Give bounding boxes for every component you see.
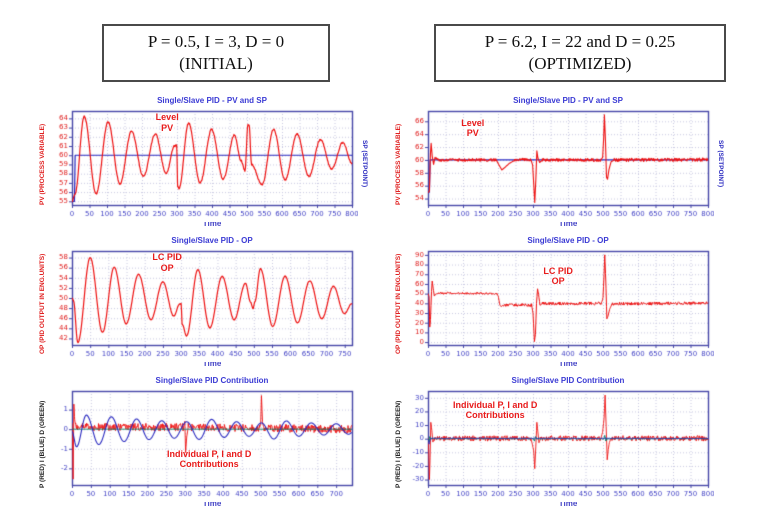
chart-pv-sp-initial: Single/Slave PID - PV and SP PV (PROCESS… bbox=[36, 96, 370, 228]
optimized-params-line1: P = 6.2, I = 22 and D = 0.25 bbox=[484, 32, 676, 51]
chart-op-initial: Single/Slave PID - OP OP (PID OUTPUT IN … bbox=[36, 236, 370, 368]
chart-title: Single/Slave PID - PV and SP bbox=[513, 95, 623, 105]
y-axis-label: P (RED) I (BLUE) D (GREEN) bbox=[395, 399, 402, 488]
plot-canvas bbox=[50, 385, 358, 502]
plot-canvas bbox=[50, 105, 358, 222]
initial-params-line2: (INITIAL) bbox=[179, 53, 253, 73]
optimized-params-line2: (OPTIMIZED) bbox=[528, 53, 632, 73]
optimized-params-box: P = 6.2, I = 22 and D = 0.25 (OPTIMIZED) bbox=[434, 24, 726, 82]
chart-pv-sp-optimized: Single/Slave PID - PV and SP PV (PROCESS… bbox=[392, 96, 726, 228]
y-axis-label: PV (PROCESS VARIABLE) bbox=[39, 122, 46, 205]
right-axis-label bbox=[714, 386, 726, 502]
plot-canvas bbox=[406, 385, 714, 502]
chart-title: Single/Slave PID - OP bbox=[171, 235, 253, 245]
chart-contribution-optimized: Single/Slave PID Contribution P (RED) I … bbox=[392, 376, 726, 508]
right-axis-label bbox=[714, 246, 726, 362]
chart-contribution-initial: Single/Slave PID Contribution P (RED) I … bbox=[36, 376, 370, 508]
right-axis-label bbox=[358, 386, 370, 502]
y-axis-label: PV (PROCESS VARIABLE) bbox=[395, 122, 402, 205]
plot-canvas bbox=[406, 245, 714, 362]
chart-title: Single/Slave PID Contribution bbox=[511, 375, 625, 385]
chart-title: Single/Slave PID Contribution bbox=[155, 375, 269, 385]
plot-canvas bbox=[50, 245, 358, 362]
right-axis-label: SP (SETPOINT) bbox=[361, 139, 368, 188]
charts-grid: Single/Slave PID - PV and SP PV (PROCESS… bbox=[36, 96, 768, 508]
initial-params-box: P = 0.5, I = 3, D = 0 (INITIAL) bbox=[102, 24, 330, 82]
chart-op-optimized: Single/Slave PID - OP OP (PID OUTPUT IN … bbox=[392, 236, 726, 368]
x-axis-label: Time bbox=[558, 358, 578, 368]
x-axis-label: Time bbox=[202, 218, 222, 228]
x-axis-label: Time bbox=[202, 498, 222, 508]
y-axis-label: OP (PID OUTPUT IN ENG.UNITS) bbox=[395, 253, 402, 354]
y-axis-label: P (RED) I (BLUE) D (GREEN) bbox=[39, 399, 46, 488]
header-row: P = 0.5, I = 3, D = 0 (INITIAL) P = 6.2,… bbox=[0, 0, 768, 82]
plot-canvas bbox=[406, 105, 714, 222]
x-axis-label: Time bbox=[202, 358, 222, 368]
right-axis-label: SP (SETPOINT) bbox=[717, 139, 724, 188]
x-axis-label: Time bbox=[558, 498, 578, 508]
initial-params-line1: P = 0.5, I = 3, D = 0 bbox=[147, 32, 285, 51]
x-axis-label: Time bbox=[558, 218, 578, 228]
y-axis-label: OP (PID OUTPUT IN ENG.UNITS) bbox=[39, 253, 46, 354]
chart-title: Single/Slave PID - PV and SP bbox=[157, 95, 267, 105]
chart-title: Single/Slave PID - OP bbox=[527, 235, 609, 245]
right-axis-label bbox=[358, 246, 370, 362]
